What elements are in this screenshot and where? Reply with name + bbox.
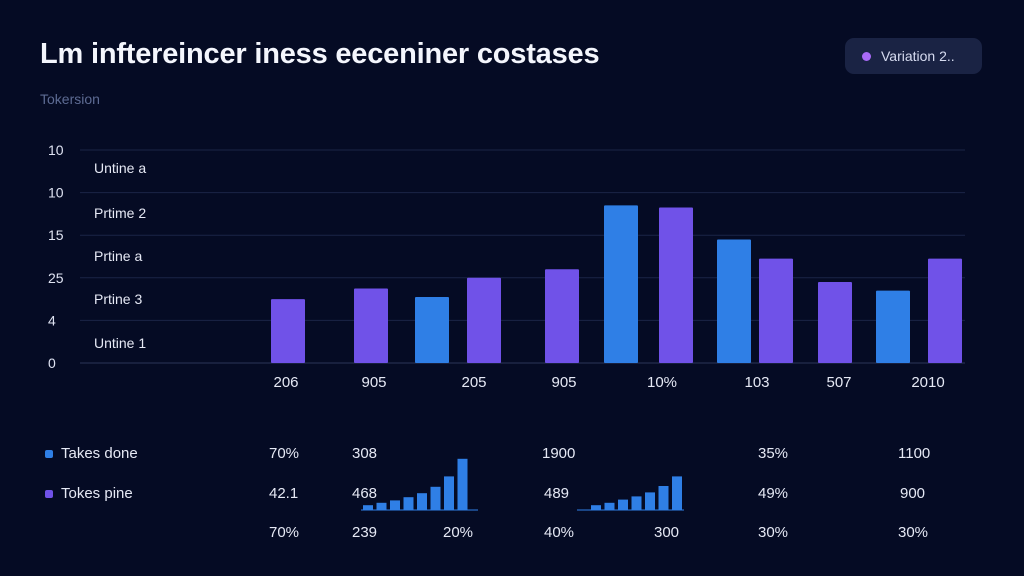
mini-bar (403, 497, 414, 510)
row-label: Untine a (94, 160, 146, 176)
mini-bar (604, 502, 615, 510)
table-cell: 70% (269, 445, 300, 462)
table-cell: 49% (758, 485, 789, 502)
x-tick-label: 10% (647, 374, 677, 391)
bar (717, 239, 751, 363)
status-dot-icon (862, 51, 871, 61)
mini-bar (390, 500, 400, 510)
bar (415, 296, 449, 363)
table-cell: 489 (544, 485, 570, 502)
mini-bar (658, 486, 669, 510)
table-cell: 900 (900, 485, 926, 502)
table-cell: 70% (269, 524, 300, 541)
bar (354, 288, 388, 363)
x-tick-label: 905 (551, 374, 576, 391)
bar (818, 282, 852, 363)
variation-label: Variation 2.. (881, 48, 955, 64)
row-label: Untine 1 (94, 335, 146, 351)
legend-label: Tokes pine (61, 485, 133, 502)
variation-selector[interactable]: Variation 2.. (845, 38, 982, 74)
mini-bar (618, 499, 628, 510)
mini-bar (430, 486, 441, 510)
y-tick-label: 25 (48, 270, 64, 286)
table-cell: 40% (544, 524, 575, 541)
table-cell: 239 (352, 524, 378, 541)
table-cell: 308 (352, 445, 378, 462)
bar (467, 277, 501, 363)
mini-bar (672, 476, 682, 510)
chart-subtitle: Tokersion (40, 91, 100, 107)
table-cell: 30% (758, 524, 789, 541)
mini-bar (417, 493, 427, 510)
legend-item-tokes-pine: Tokes pine (45, 485, 133, 502)
table-cell: 468 (352, 485, 378, 502)
bar (604, 205, 638, 363)
mini-bar (631, 496, 642, 510)
mini-bar (376, 502, 387, 510)
mini-bar (444, 476, 454, 510)
row-label: Prtine 3 (94, 291, 142, 307)
x-tick-label: 205 (461, 374, 486, 391)
table-cell: 35% (758, 445, 789, 462)
chart-title: Lm inftereincer iness eeceniner costases (40, 38, 600, 70)
y-tick-label: 4 (48, 312, 56, 328)
table-cell: 20% (443, 524, 474, 541)
legend-swatch-purple (45, 489, 53, 498)
row-label: Prtine a (94, 248, 142, 264)
bar (271, 299, 305, 363)
bar (545, 269, 579, 363)
legend-label: Takes done (61, 445, 138, 462)
table-cell: 1900 (542, 445, 576, 462)
bar (659, 207, 693, 363)
y-tick-label: 10 (48, 185, 64, 201)
y-tick-label: 0 (48, 355, 56, 371)
table-cell: 42.1 (269, 485, 299, 502)
table-cell: 1100 (898, 445, 931, 462)
mini-bar (645, 492, 655, 510)
mini-bar (457, 458, 468, 510)
mini-bar (363, 505, 373, 510)
y-tick-label: 10 (48, 142, 64, 158)
table-cell: 300 (654, 524, 680, 541)
x-tick-label: 103 (744, 374, 769, 391)
bar (928, 258, 962, 363)
row-label: Prtime 2 (94, 205, 146, 221)
x-tick-label: 905 (361, 374, 386, 391)
legend-swatch-blue (45, 449, 53, 458)
table-cell: 30% (898, 524, 929, 541)
y-tick-label: 15 (48, 227, 64, 243)
x-tick-label: 2010 (911, 374, 944, 391)
bar (759, 258, 793, 363)
legend-item-takes-done: Takes done (45, 445, 138, 462)
mini-bar (591, 505, 601, 510)
x-tick-label: 507 (826, 374, 851, 391)
x-tick-label: 206 (273, 374, 298, 391)
bar (876, 290, 910, 363)
